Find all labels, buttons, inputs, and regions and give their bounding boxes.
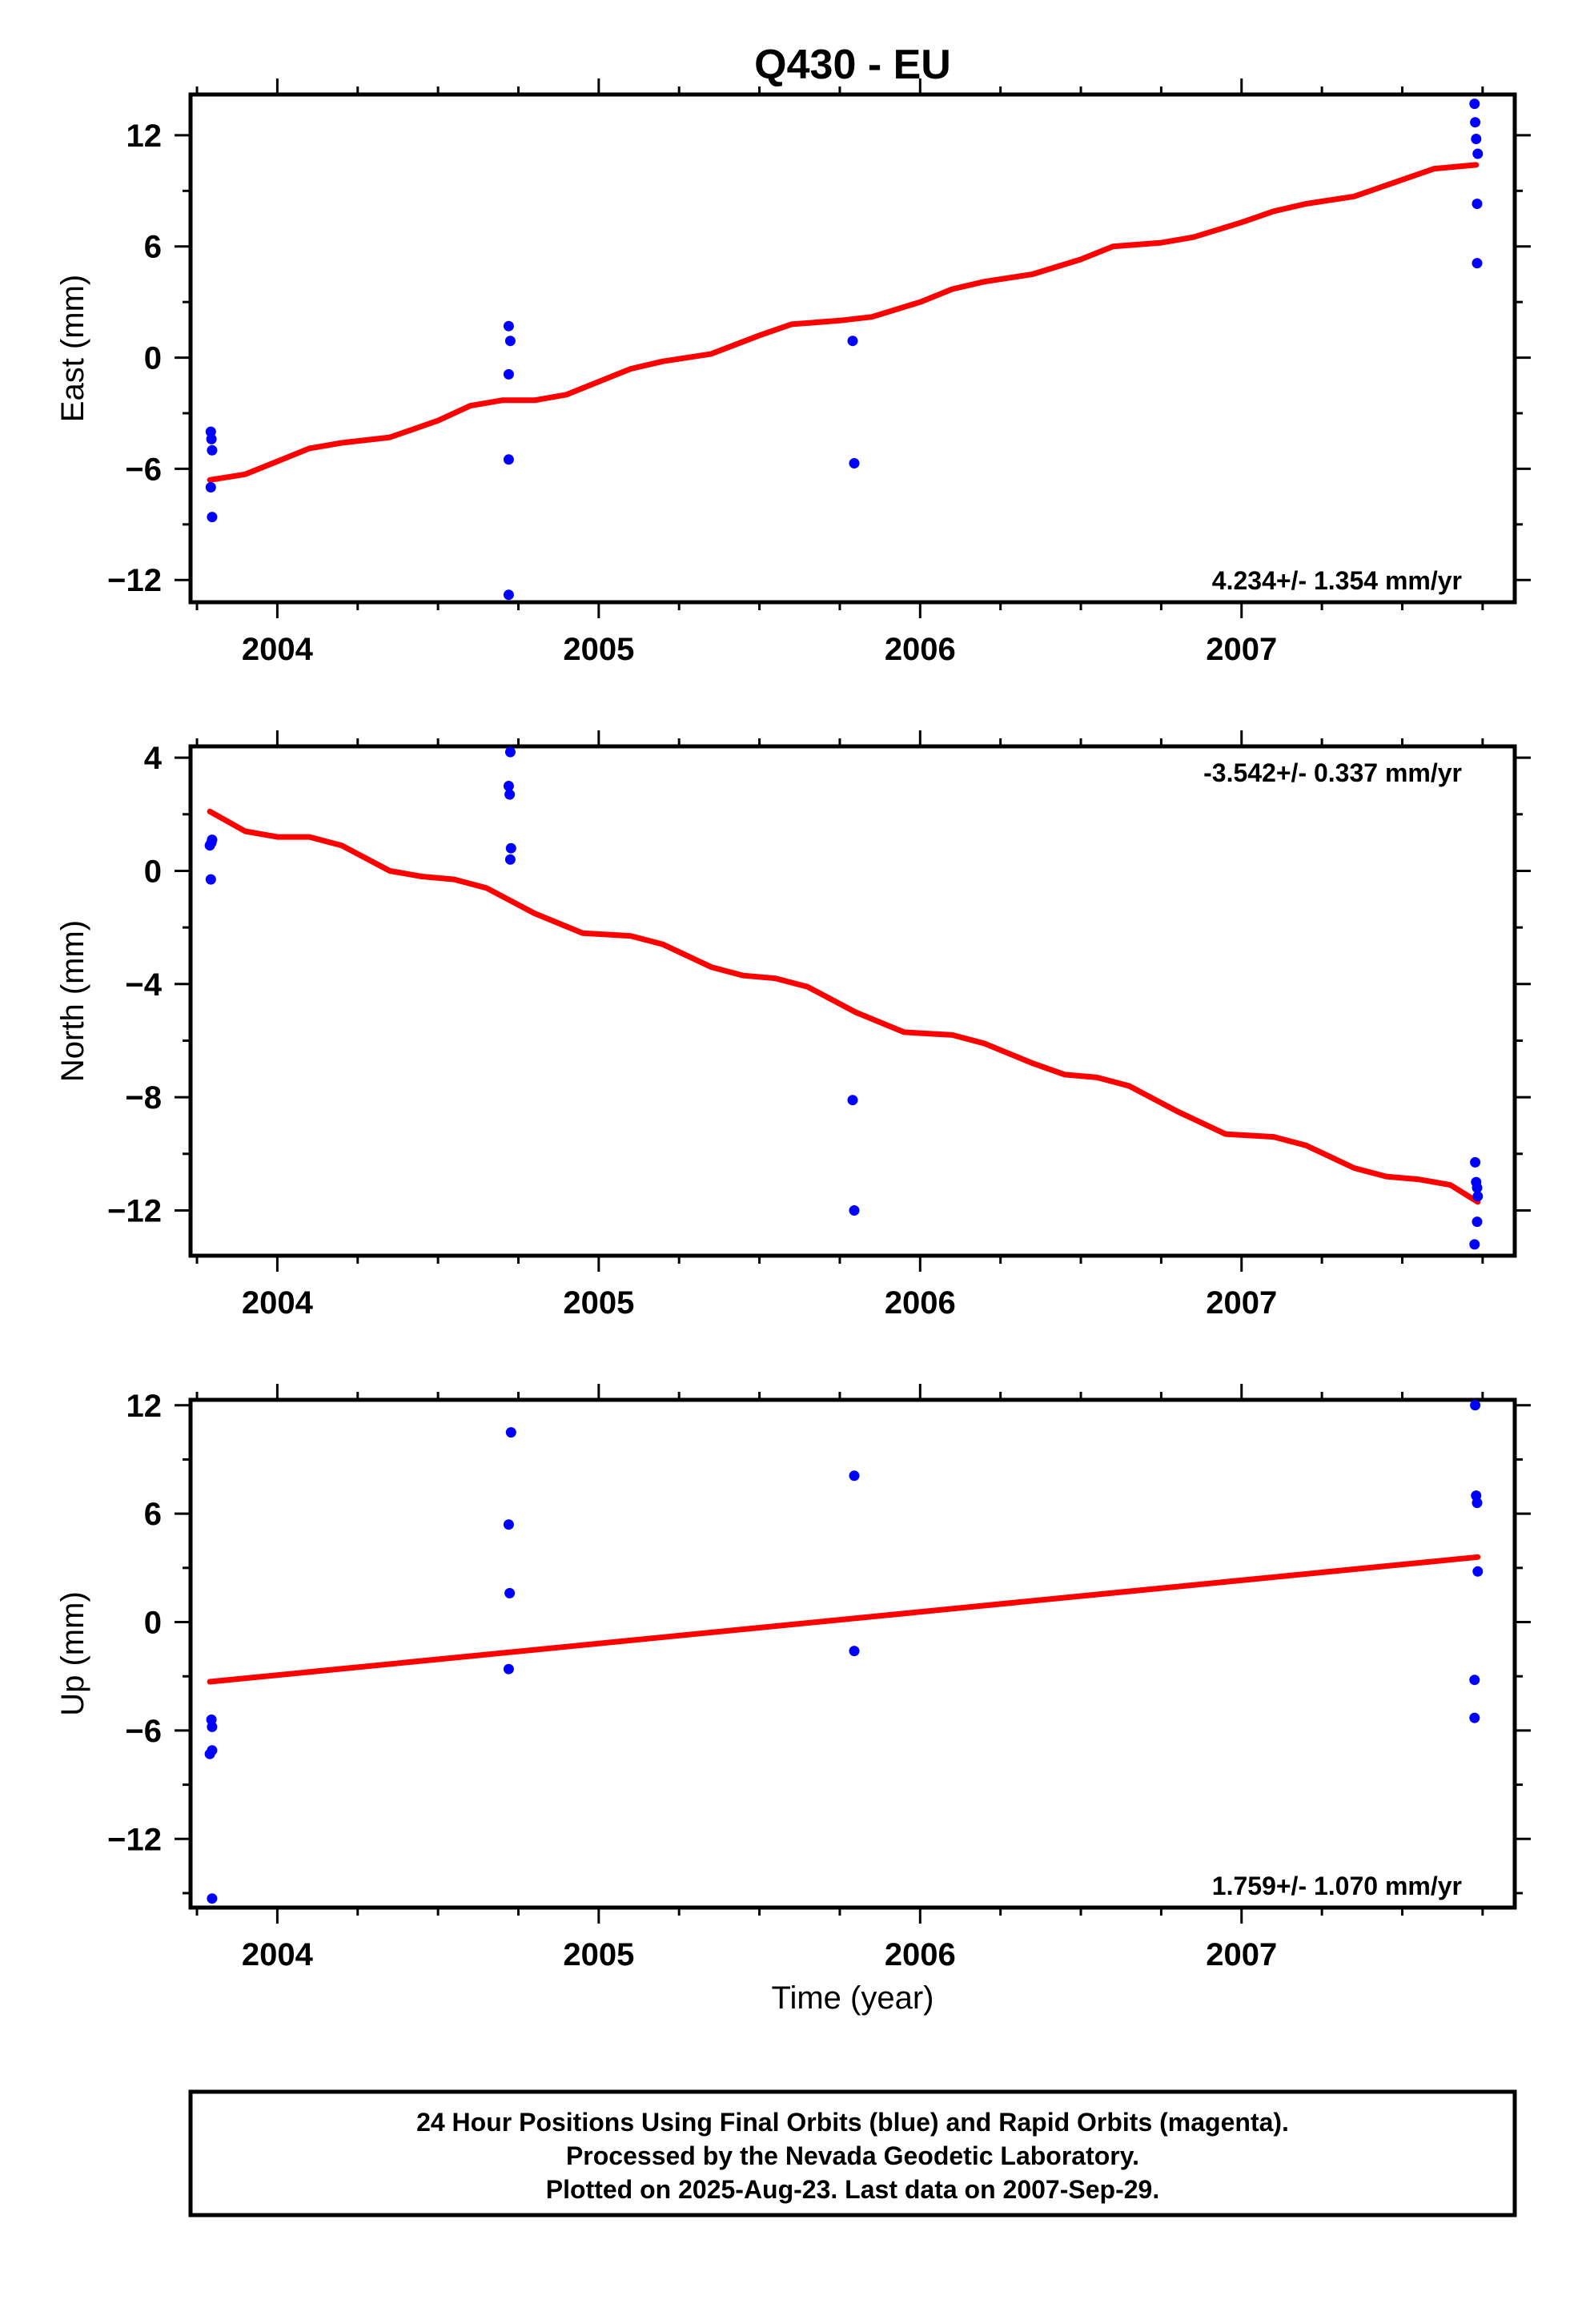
north-y-tick-label: −4 (125, 967, 162, 1003)
east-data-point (205, 426, 216, 437)
east-data-point (1470, 117, 1481, 128)
up-fit-line (207, 1554, 1481, 1685)
east-data-point (1472, 199, 1483, 209)
east-x-tick-label: 2007 (1206, 632, 1277, 667)
up-x-tick-label: 2006 (885, 1937, 956, 1972)
up-data-point (503, 1519, 514, 1530)
up-data-point (1469, 1675, 1480, 1686)
up-plot-frame (188, 1397, 1517, 1910)
up-data-point (504, 1587, 516, 1598)
east-data-point (1472, 258, 1483, 269)
east-data-point (847, 336, 858, 347)
footer-line-1: 24 Hour Positions Using Final Orbits (bl… (416, 2108, 1289, 2137)
up-x-tick-label: 2005 (563, 1937, 634, 1972)
up-y-axis-label: Up (mm) (55, 1591, 90, 1716)
east-data-point (207, 444, 218, 456)
north-data-point (207, 834, 218, 846)
up-y-tick-label: 6 (144, 1497, 162, 1532)
north-data-point (1469, 1239, 1480, 1250)
north-data-point (503, 781, 514, 791)
east-y-tick-label: 12 (126, 119, 163, 154)
up-data-point (1470, 1400, 1481, 1411)
up-data-point (849, 1470, 860, 1482)
east-data-point (503, 368, 514, 380)
north-x-tick-label: 2007 (1206, 1285, 1277, 1321)
east-data-point (1472, 148, 1484, 159)
east-data-point (503, 589, 514, 601)
north-data-point (205, 874, 216, 885)
footer-line-2: Processed by the Nevada Geodetic Laborat… (566, 2141, 1139, 2170)
east-y-tick-label: −6 (125, 452, 162, 487)
x-axis-label: Time (year) (772, 1980, 934, 2016)
east-data-point (206, 433, 217, 444)
north-data-point (1472, 1216, 1483, 1228)
north-plot-frame (188, 744, 1517, 1258)
up-x-tick-label: 2007 (1206, 1937, 1277, 1972)
north-x-tick-label: 2004 (242, 1285, 314, 1321)
east-plot-frame (188, 92, 1517, 605)
up-x-tick-label: 2004 (242, 1937, 314, 1972)
footer-box: 24 Hour Positions Using Final Orbits (bl… (188, 2089, 1517, 2217)
north-y-tick-label: 4 (144, 741, 163, 776)
east-data-point (503, 320, 514, 332)
east-y-axis-label: East (mm) (55, 275, 90, 422)
east-fit-line (207, 162, 1480, 483)
east-x-tick-label: 2005 (563, 632, 634, 667)
north-x-tick-label: 2006 (885, 1285, 956, 1321)
east-data-point (205, 482, 216, 493)
east-y-tick-label: −12 (107, 563, 162, 598)
east-rate-label: 4.234+/- 1.354 mm/yr (1212, 566, 1462, 595)
north-y-axis-label: North (mm) (55, 920, 90, 1082)
north-y-tick-label: −8 (125, 1080, 162, 1116)
up-y-tick-label: −6 (125, 1714, 162, 1749)
north-data-point (1470, 1156, 1481, 1168)
up-data-point (503, 1663, 514, 1675)
east-data-point (1469, 99, 1480, 110)
east-data-point (1471, 134, 1482, 144)
up-y-tick-label: 0 (144, 1606, 162, 1641)
up-y-tick-label: 12 (126, 1389, 163, 1424)
north-x-tick-label: 2005 (563, 1285, 634, 1321)
up-data-point (207, 1893, 218, 1904)
up-data-point (1469, 1712, 1480, 1723)
north-panel: 2004 2005 2006 2007 4 0 −4 −8 −12 North (mm) -3.54… (55, 730, 1531, 1321)
east-data-point (849, 458, 860, 468)
north-data-point (504, 854, 516, 865)
north-data-point (504, 789, 516, 800)
north-y-tick-label: −12 (107, 1193, 162, 1228)
east-data-point (504, 336, 516, 347)
east-data-point (503, 454, 514, 465)
up-y-tick-label: −12 (107, 1822, 162, 1857)
east-y-tick-label: 6 (144, 230, 162, 265)
footer-line-3: Plotted on 2025-Aug-23. Last data on 200… (546, 2175, 1159, 2204)
up-data-point (207, 1721, 218, 1732)
chart-title: Q430 - EU (754, 42, 951, 88)
north-data-point (1472, 1191, 1484, 1202)
east-data-point (207, 512, 218, 523)
north-data-point (504, 746, 516, 758)
up-data-point (1472, 1498, 1483, 1509)
up-rate-label: 1.759+/- 1.070 mm/yr (1212, 1872, 1462, 1900)
north-fit-line (207, 808, 1481, 1205)
east-panel: 2004 2005 2006 2007 12 6 0 −6 −12 East (mm) 4.234+… (55, 78, 1531, 667)
up-data-point (849, 1646, 860, 1657)
north-data-point (1472, 1182, 1483, 1193)
east-y-tick-label: 0 (144, 341, 162, 376)
north-data-point (849, 1205, 860, 1216)
north-data-point (847, 1095, 858, 1106)
north-data-point (505, 842, 516, 854)
east-x-tick-label: 2006 (885, 632, 956, 667)
east-x-tick-label: 2004 (242, 632, 314, 667)
up-data-point (505, 1427, 516, 1438)
up-data-point (1472, 1566, 1484, 1577)
north-rate-label: -3.542+/- 0.337 mm/yr (1203, 758, 1462, 787)
north-y-tick-label: 0 (144, 854, 162, 889)
up-data-point (204, 1748, 215, 1759)
up-panel: 2004 2005 2006 2007 12 6 0 −6 −12 Up (mm) 1.759+/-… (55, 1384, 1531, 1972)
